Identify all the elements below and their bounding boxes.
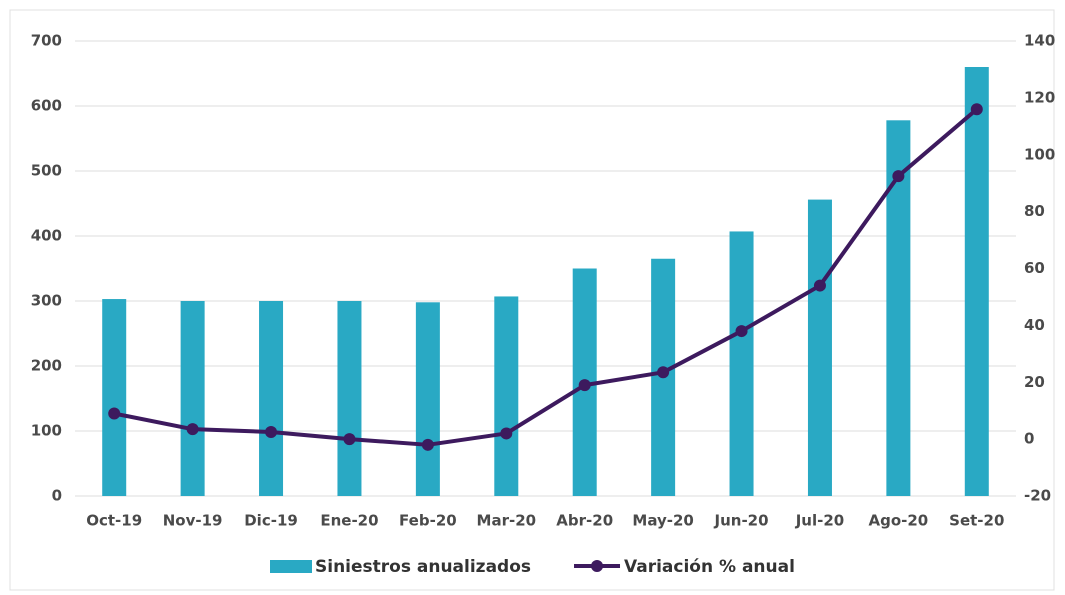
bar xyxy=(886,120,911,497)
bar xyxy=(494,296,519,496)
marker xyxy=(186,423,199,436)
y2-tick-label: 40 xyxy=(1024,316,1045,334)
y2-tick-label: 100 xyxy=(1024,145,1055,163)
x-tick-label: Oct-19 xyxy=(86,512,142,530)
y-tick-label: 400 xyxy=(31,227,62,245)
bar xyxy=(729,231,754,496)
y-tick-label: 600 xyxy=(31,97,62,115)
marker xyxy=(265,426,278,439)
bar xyxy=(102,299,127,496)
frame xyxy=(9,9,1055,591)
legend-swatch xyxy=(270,560,312,573)
bar xyxy=(415,302,440,496)
bar xyxy=(259,301,284,496)
x-tick-label: Jun-20 xyxy=(714,512,769,530)
y-tick-label: 700 xyxy=(31,32,62,50)
legend-label: Siniestros anualizados xyxy=(315,557,531,577)
legend-label: Variación % anual xyxy=(624,557,795,577)
bar xyxy=(180,301,205,496)
y-tick-label: 500 xyxy=(31,162,62,180)
bar xyxy=(964,67,989,496)
y-tick-label: 300 xyxy=(31,292,62,310)
y-tick-label: 200 xyxy=(31,357,62,375)
marker xyxy=(970,103,983,116)
marker xyxy=(500,427,513,440)
marker xyxy=(813,279,826,292)
marker xyxy=(892,170,905,183)
marker xyxy=(578,379,591,392)
y2-tick-label: 0 xyxy=(1024,430,1034,448)
bar xyxy=(807,199,832,496)
x-tick-label: Feb-20 xyxy=(399,512,457,530)
legend-marker xyxy=(591,560,604,572)
x-tick-label: Mar-20 xyxy=(477,512,537,530)
legend: Siniestros anualizados Variación % anual xyxy=(270,557,795,577)
line xyxy=(113,107,979,447)
marker xyxy=(657,366,670,379)
y2-tick-label: -20 xyxy=(1024,487,1051,505)
x-tick-label: Jul-20 xyxy=(795,512,845,530)
marker xyxy=(108,407,121,420)
x-tick-label: Ago-20 xyxy=(868,512,928,530)
x-tick-label: Ene-20 xyxy=(320,512,378,530)
x-tick-label: May-20 xyxy=(632,512,693,530)
y2-tick-label: 140 xyxy=(1024,32,1055,50)
y2-tick-label: 20 xyxy=(1024,373,1045,391)
marker xyxy=(421,438,434,451)
marker xyxy=(735,325,748,338)
y2-tick-label: 80 xyxy=(1024,202,1045,220)
y-tick-label: 100 xyxy=(31,422,62,440)
x-tick-label: Set-20 xyxy=(949,512,1004,530)
y2-tick-label: 120 xyxy=(1024,88,1055,106)
x-tick-label: Dic-19 xyxy=(244,512,298,530)
y2-tick-label: 60 xyxy=(1024,259,1045,277)
bar xyxy=(337,301,362,496)
marker xyxy=(343,433,356,446)
x-tick-label: Nov-19 xyxy=(163,512,223,530)
y-tick-label: 0 xyxy=(52,487,62,505)
x-tick-label: Abr-20 xyxy=(556,512,613,530)
